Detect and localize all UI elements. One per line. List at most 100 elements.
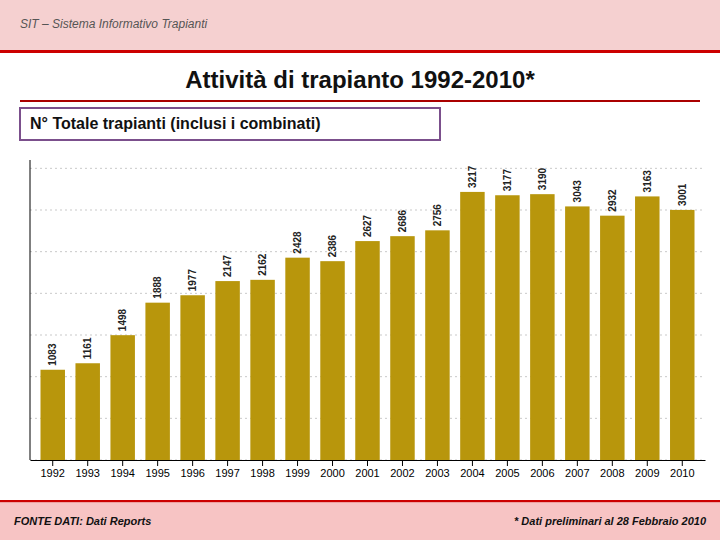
x-axis: 1992 1993 1994 1995 1996 1997 1998 1999 2000 2001… bbox=[31, 460, 706, 479]
title-rule bbox=[20, 100, 700, 102]
tick-label: 1997 bbox=[215, 467, 239, 479]
bar bbox=[425, 230, 449, 460]
data-label: 2932 bbox=[607, 189, 618, 212]
tick-label: 2001 bbox=[355, 467, 379, 479]
bar bbox=[250, 280, 274, 460]
data-label: 2686 bbox=[397, 209, 408, 232]
data-label: 3177 bbox=[502, 169, 513, 192]
tick-mark bbox=[332, 460, 333, 466]
tick-mark bbox=[437, 460, 438, 466]
tick: 2005 bbox=[495, 460, 519, 479]
tick-mark bbox=[227, 460, 228, 466]
data-label: 2627 bbox=[362, 214, 373, 237]
subtitle-box bbox=[20, 108, 440, 140]
data-label: 1977 bbox=[187, 269, 198, 292]
data-label: 1888 bbox=[152, 276, 163, 299]
tick-label: 1998 bbox=[250, 467, 274, 479]
tick-label: 1995 bbox=[145, 467, 169, 479]
tick-label: 1994 bbox=[110, 467, 134, 479]
tick-mark bbox=[367, 460, 368, 466]
data-label: 1498 bbox=[117, 308, 128, 331]
data-labels: 1083 1161 1498 1888 1977 2147 2162 2428 2386 2627… bbox=[47, 165, 688, 366]
data-label: 1161 bbox=[82, 337, 93, 359]
data-label: 3043 bbox=[572, 180, 583, 203]
data-label: 3190 bbox=[537, 167, 548, 190]
tick: 2009 bbox=[635, 460, 659, 479]
header-text: SIT – Sistema Informativo Trapianti bbox=[20, 17, 208, 31]
bar bbox=[320, 261, 344, 460]
data-label: 3001 bbox=[677, 183, 688, 206]
grid-line bbox=[30, 210, 705, 211]
tick-mark bbox=[612, 460, 613, 466]
tick-mark bbox=[122, 460, 123, 466]
data-label: 2162 bbox=[257, 253, 268, 276]
data-label: 2386 bbox=[327, 234, 338, 257]
tick: 1993 bbox=[75, 460, 99, 479]
tick-mark bbox=[647, 460, 648, 466]
tick-mark bbox=[157, 460, 158, 466]
tick: 1998 bbox=[250, 460, 274, 479]
bar bbox=[285, 258, 309, 460]
tick-label: 1992 bbox=[40, 467, 64, 479]
footer-left: FONTE DATI: Dati Reports bbox=[14, 515, 151, 527]
data-label: 2756 bbox=[432, 204, 443, 227]
tick-mark bbox=[52, 460, 53, 466]
footer-right: * Dati preliminari al 28 Febbraio 2010 bbox=[514, 515, 707, 527]
tick: 1992 bbox=[40, 460, 64, 479]
tick-label: 2000 bbox=[320, 467, 344, 479]
bar bbox=[110, 335, 134, 460]
bar bbox=[635, 196, 659, 460]
tick: 1995 bbox=[145, 460, 169, 479]
tick-mark bbox=[402, 460, 403, 466]
tick-label: 2003 bbox=[425, 467, 449, 479]
tick: 1996 bbox=[180, 460, 204, 479]
bar bbox=[355, 241, 379, 460]
tick-label: 1999 bbox=[285, 467, 309, 479]
bar bbox=[565, 206, 589, 460]
subtitle: N° Totale trapianti (inclusi i combinati… bbox=[30, 115, 321, 132]
data-label: 2147 bbox=[222, 254, 233, 277]
tick-label: 2002 bbox=[390, 467, 414, 479]
tick-label: 2009 bbox=[635, 467, 659, 479]
bar bbox=[495, 195, 519, 460]
tick: 2006 bbox=[530, 460, 554, 479]
tick-label: 1993 bbox=[75, 467, 99, 479]
y-axis-line bbox=[30, 160, 31, 460]
tick-mark bbox=[682, 460, 683, 466]
tick-label: 2010 bbox=[670, 467, 694, 479]
tick-mark bbox=[262, 460, 263, 466]
footer-border bbox=[0, 500, 720, 503]
tick: 2000 bbox=[320, 460, 344, 479]
bar bbox=[180, 295, 204, 460]
data-label: 2428 bbox=[292, 231, 303, 254]
tick: 1997 bbox=[215, 460, 239, 479]
bar bbox=[145, 303, 169, 460]
tick: 2010 bbox=[670, 460, 694, 479]
bar bbox=[530, 194, 554, 460]
bar bbox=[215, 281, 239, 460]
tick-label: 2006 bbox=[530, 467, 554, 479]
tick-mark bbox=[192, 460, 193, 466]
bar bbox=[460, 192, 484, 460]
tick: 2002 bbox=[390, 460, 414, 479]
tick: 2001 bbox=[355, 460, 379, 479]
tick-label: 1996 bbox=[180, 467, 204, 479]
bar bbox=[390, 236, 414, 460]
tick-label: 2008 bbox=[600, 467, 624, 479]
tick-mark bbox=[577, 460, 578, 466]
tick: 2008 bbox=[600, 460, 624, 479]
tick-mark bbox=[297, 460, 298, 466]
data-label: 3217 bbox=[467, 165, 478, 188]
tick-mark bbox=[87, 460, 88, 466]
plot: 1083 1161 1498 1888 1977 2147 2162 2428 2386 2627… bbox=[30, 160, 706, 479]
bar bbox=[75, 363, 99, 460]
tick-mark bbox=[472, 460, 473, 466]
chart: SIT – Sistema Informativo TrapiantiAttiv… bbox=[0, 0, 720, 540]
data-label: 1083 bbox=[47, 343, 58, 366]
tick-label: 2004 bbox=[460, 467, 484, 479]
tick-mark bbox=[542, 460, 543, 466]
bar bbox=[670, 210, 694, 460]
grid-line bbox=[30, 168, 705, 169]
footer-band bbox=[0, 503, 720, 540]
data-label: 3163 bbox=[642, 170, 653, 193]
